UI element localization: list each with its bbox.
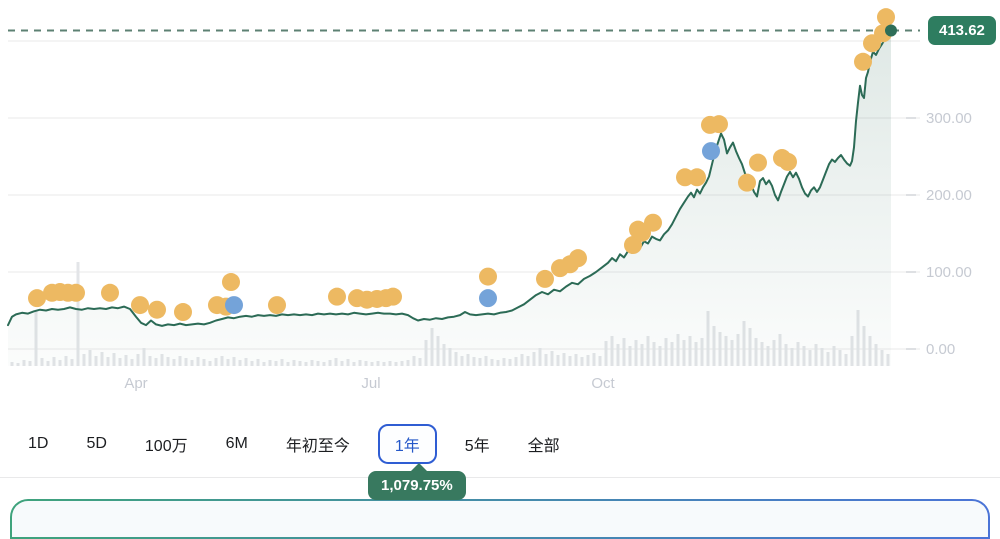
event-marker-orange[interactable] (779, 152, 797, 171)
event-marker-orange[interactable] (624, 236, 642, 255)
event-marker-orange[interactable] (101, 283, 119, 302)
event-marker-blue[interactable] (479, 289, 497, 308)
event-marker-orange[interactable] (131, 296, 149, 315)
event-marker-orange[interactable] (148, 300, 166, 319)
event-marker-orange[interactable] (710, 115, 728, 134)
event-marker-orange[interactable] (328, 287, 346, 306)
event-marker-orange[interactable] (738, 173, 756, 192)
event-marker-orange[interactable] (384, 287, 402, 306)
y-axis-label: 300.00 (926, 110, 972, 127)
event-marker-orange[interactable] (536, 269, 554, 288)
range-toolbar: 1D 5D 100万 6M 年初至今 1年 5年 全部 (28, 424, 560, 464)
range-button-6m[interactable]: 6M (225, 435, 248, 452)
event-marker-orange[interactable] (28, 289, 46, 308)
range-button-1m[interactable]: 100万 (144, 438, 188, 455)
performance-tooltip: 1,079.75% (368, 463, 466, 500)
tooltip-arrow-icon (410, 463, 428, 472)
y-axis-label: 200.00 (926, 187, 972, 204)
x-axis-label: Oct (591, 375, 615, 392)
next-section-card[interactable] (10, 499, 990, 539)
performance-value: 1,079.75% (381, 477, 453, 494)
event-marker-orange[interactable] (174, 303, 192, 322)
price-area-fill (8, 30, 891, 366)
y-axis-label: 100.00 (926, 264, 972, 281)
event-marker-orange[interactable] (67, 283, 85, 302)
range-button-1y[interactable]: 1年 (377, 424, 437, 464)
event-marker-orange[interactable] (644, 213, 662, 232)
event-marker-blue[interactable] (225, 296, 243, 315)
event-marker-orange[interactable] (569, 249, 587, 268)
price-line (7, 29, 892, 327)
event-marker-orange[interactable] (877, 8, 895, 27)
range-button-1d[interactable]: 1D (28, 435, 49, 452)
price-chart-canvas[interactable]: 300.00 200.00 100.00 0.00 Apr Jul Oct (0, 0, 1000, 400)
event-marker-orange[interactable] (222, 273, 240, 292)
section-divider (0, 477, 1000, 478)
event-marker-orange[interactable] (749, 153, 767, 172)
event-marker-orange[interactable] (479, 267, 497, 286)
event-marker-orange[interactable] (688, 168, 706, 187)
range-button-all[interactable]: 全部 (527, 438, 560, 455)
current-price-badge: 413.62 (928, 16, 996, 45)
range-button-5d[interactable]: 5D (86, 435, 107, 452)
x-axis-label: Jul (361, 375, 380, 392)
event-marker-orange[interactable] (854, 52, 872, 71)
range-button-5y[interactable]: 5年 (464, 438, 490, 455)
event-marker-blue[interactable] (702, 142, 720, 161)
latest-price-dot (885, 24, 897, 37)
range-button-ytd[interactable]: 年初至今 (285, 438, 350, 455)
y-axis-label: 0.00 (926, 341, 955, 358)
price-chart[interactable]: 300.00 200.00 100.00 0.00 Apr Jul Oct 413.62 (0, 0, 1000, 400)
event-marker-orange[interactable] (268, 296, 286, 315)
x-axis-label: Apr (124, 375, 147, 392)
next-section-card-body (12, 501, 988, 537)
